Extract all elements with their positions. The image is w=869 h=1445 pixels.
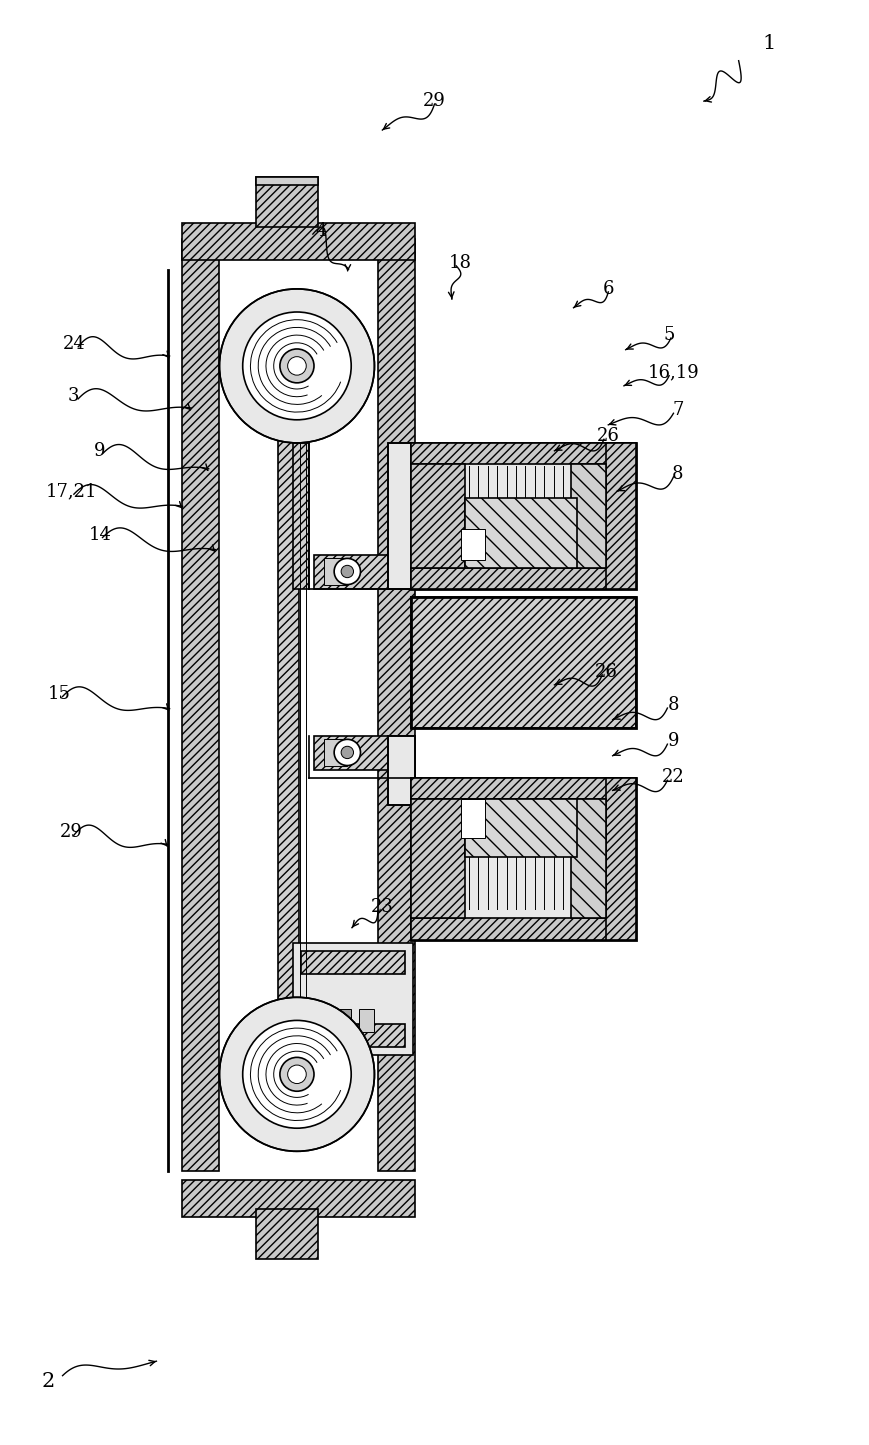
Circle shape <box>288 357 306 376</box>
Bar <box>465 499 577 568</box>
Text: 3: 3 <box>68 387 80 405</box>
Bar <box>182 1179 415 1217</box>
Circle shape <box>242 312 351 420</box>
Circle shape <box>220 997 375 1152</box>
Bar <box>571 799 607 918</box>
Text: 29: 29 <box>423 92 446 110</box>
Bar <box>324 740 348 766</box>
Bar <box>182 224 415 260</box>
Bar <box>411 799 465 918</box>
Bar <box>388 444 415 590</box>
Text: 26: 26 <box>597 428 620 445</box>
Circle shape <box>288 1065 306 1084</box>
Bar <box>314 736 411 770</box>
Circle shape <box>280 1058 314 1091</box>
Bar <box>301 1025 406 1048</box>
Circle shape <box>342 565 354 578</box>
Bar <box>411 444 635 464</box>
Bar <box>461 799 485 838</box>
Text: 8: 8 <box>672 465 684 483</box>
Text: 2: 2 <box>41 1371 55 1392</box>
Text: 24: 24 <box>63 335 85 353</box>
Bar <box>182 238 220 1170</box>
Text: 23: 23 <box>371 899 394 916</box>
Text: 26: 26 <box>595 663 618 681</box>
Bar <box>255 178 318 227</box>
Bar <box>359 1009 375 1032</box>
Bar <box>388 444 415 590</box>
Bar <box>461 529 485 561</box>
Bar <box>320 1009 351 1039</box>
Circle shape <box>342 746 354 759</box>
Bar <box>301 951 406 974</box>
Bar <box>255 178 318 185</box>
Bar <box>388 736 415 805</box>
Text: 22: 22 <box>662 769 685 786</box>
Bar <box>411 597 635 728</box>
Text: 9: 9 <box>94 442 106 460</box>
Text: 4: 4 <box>315 223 328 240</box>
Bar <box>293 944 413 1055</box>
Circle shape <box>242 1020 351 1129</box>
Text: 6: 6 <box>602 280 614 298</box>
Wedge shape <box>221 290 373 441</box>
Text: 16,19: 16,19 <box>647 364 700 381</box>
Circle shape <box>280 348 314 383</box>
Bar <box>571 464 607 568</box>
Bar <box>607 777 635 939</box>
Bar <box>388 736 415 805</box>
Bar <box>411 568 635 590</box>
Bar <box>255 1209 318 1259</box>
Circle shape <box>220 289 375 444</box>
Bar <box>465 799 577 857</box>
Bar <box>411 444 635 590</box>
Text: 14: 14 <box>89 526 111 543</box>
Wedge shape <box>221 998 373 1150</box>
Text: 29: 29 <box>60 824 83 841</box>
Text: 1: 1 <box>762 33 776 53</box>
Text: 9: 9 <box>667 733 680 750</box>
Text: 5: 5 <box>663 327 675 344</box>
Circle shape <box>335 558 361 585</box>
Bar <box>411 777 635 799</box>
Text: 7: 7 <box>672 402 684 419</box>
Text: 15: 15 <box>48 685 70 702</box>
Bar <box>377 238 415 1170</box>
Bar <box>607 444 635 590</box>
Bar <box>293 444 308 590</box>
Circle shape <box>335 740 361 766</box>
Bar <box>277 381 299 1059</box>
Bar <box>411 918 635 939</box>
Text: 8: 8 <box>667 696 680 714</box>
Bar <box>411 597 635 728</box>
Bar <box>411 777 635 939</box>
Bar <box>324 558 348 585</box>
Bar <box>314 555 411 590</box>
Bar <box>411 464 465 568</box>
Text: 17,21: 17,21 <box>45 483 97 500</box>
Text: 18: 18 <box>449 254 472 272</box>
